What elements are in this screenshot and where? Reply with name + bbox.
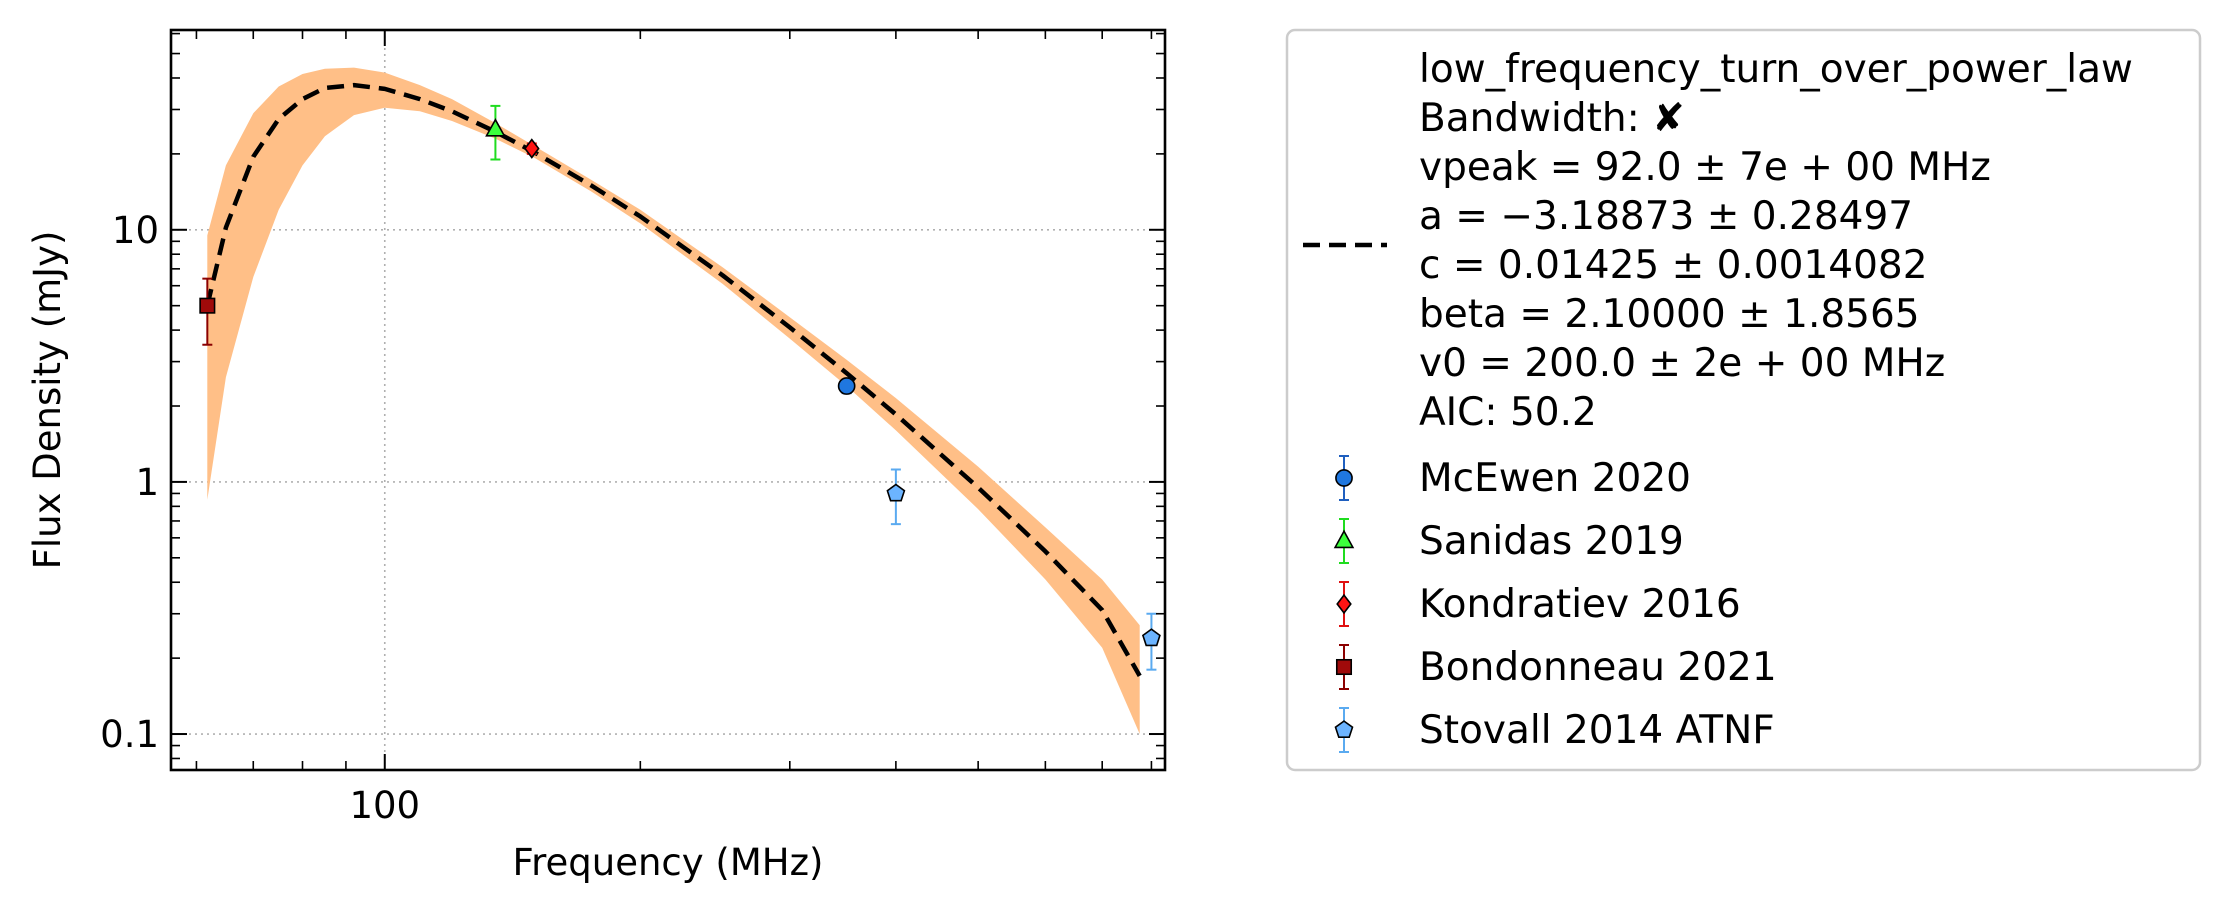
legend: low_frequency_turn_over_power_lawBandwid… xyxy=(1285,28,2202,772)
grid-lines xyxy=(171,30,1165,770)
x-axis-label: Frequency (MHz) xyxy=(513,841,824,884)
legend-fit-text: v0 = 200.0 ± 2e + 00 MHz xyxy=(1419,341,1945,386)
legend-marker-diamond xyxy=(1336,593,1352,615)
legend-fit-text: beta = 2.10000 ± 1.8565 xyxy=(1419,292,1920,337)
legend-fit-text: AIC: 50.2 xyxy=(1419,390,1597,435)
data-point xyxy=(523,138,540,159)
legend-marker-circle xyxy=(1335,469,1353,487)
fit-line xyxy=(205,82,1142,678)
fit-confidence-band xyxy=(207,67,1140,735)
legend-entry-label: Bondonneau 2021 xyxy=(1419,645,1777,690)
legend-entry-label: Kondratiev 2016 xyxy=(1419,582,1741,627)
data-points-group xyxy=(199,104,1161,671)
data-point xyxy=(886,483,906,502)
legend-entry-label: McEwen 2020 xyxy=(1419,456,1691,501)
fit-line-group xyxy=(205,82,1142,678)
legend-fit-text: vpeak = 92.0 ± 7e + 00 MHz xyxy=(1419,145,1991,190)
y-tick-label: 0.1 xyxy=(100,713,159,756)
legend-entry-label: Stovall 2014 ATNF xyxy=(1419,708,1775,753)
y-tick-label: 1 xyxy=(135,461,159,504)
y-tick-label: 10 xyxy=(112,209,159,252)
x-tick-label: 100 xyxy=(349,784,420,827)
data-point xyxy=(837,377,856,395)
legend-marker-pentagon xyxy=(1334,720,1354,739)
legend-frame xyxy=(1285,28,2202,772)
fit-confidence-band-group xyxy=(207,67,1140,735)
y-axis-label: Flux Density (mJy) xyxy=(26,231,69,570)
legend-fit-text: low_frequency_turn_over_power_law xyxy=(1419,47,2133,92)
legend-entry-label: Sanidas 2019 xyxy=(1419,519,1684,564)
data-point xyxy=(199,297,216,314)
plot-frame xyxy=(169,28,1167,772)
data-point xyxy=(485,118,506,137)
legend-fit-text: c = 0.01425 ± 0.0014082 xyxy=(1419,243,1928,288)
axes: 0.1 1 10 100 xyxy=(100,28,1167,827)
legend-fit-text: a = −3.18873 ± 0.28497 xyxy=(1419,194,1913,239)
data-point xyxy=(1141,628,1161,647)
legend-fit-text: Bandwidth: ✘ xyxy=(1419,96,1685,141)
legend-marker-triangle xyxy=(1333,529,1355,549)
legend-marker-square xyxy=(1335,658,1353,676)
